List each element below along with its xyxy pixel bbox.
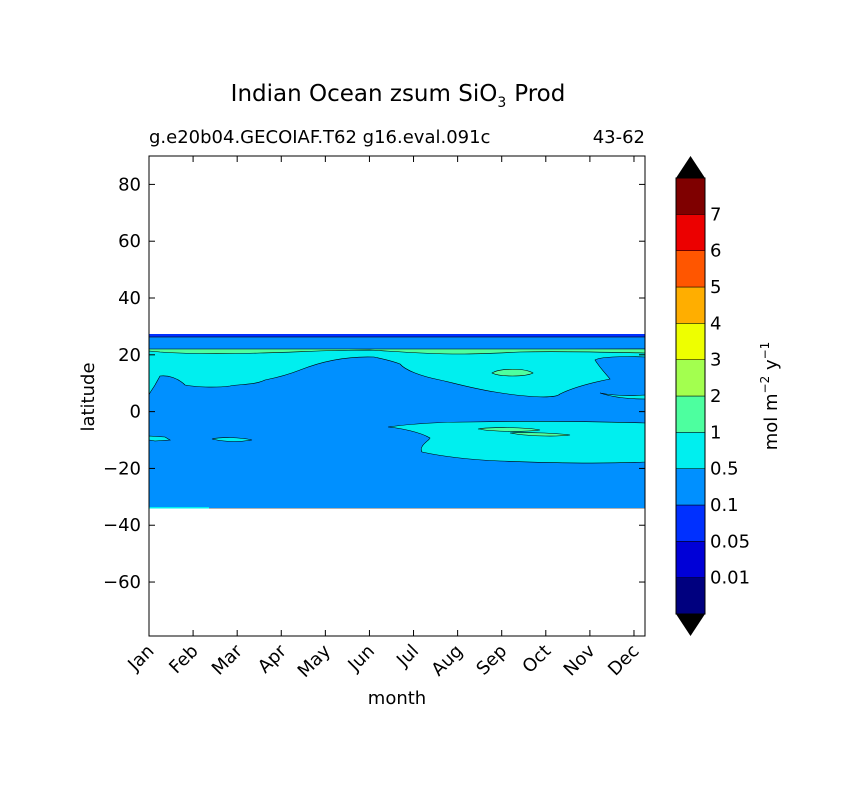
contour-edge-south	[149, 506, 645, 508]
y-tick-label: −20	[103, 458, 141, 479]
colorbar-tick-label: 5	[710, 277, 721, 298]
colorbar: 0.01 0.05 0.1 0.5 1 2 3 4 5 6 7	[675, 156, 750, 636]
contour-fills	[149, 334, 645, 509]
y-tick-label: 60	[118, 231, 141, 252]
contour-region-1-oct-south	[509, 432, 571, 437]
y-axis-label: latitude	[78, 362, 99, 431]
chart-title-tail: Prod	[514, 81, 565, 107]
colorbar-label: mol m−2 y−1	[758, 342, 782, 451]
x-tick-label: Dec	[604, 641, 643, 680]
x-tick-label: Jul	[392, 641, 423, 672]
x-tick-label: Feb	[165, 641, 202, 678]
y-tick-label: 20	[118, 345, 141, 366]
contour-region-0.5-south	[387, 421, 645, 464]
chart-subtitle-right: 43-62	[593, 127, 645, 148]
y-tick-label: −60	[103, 572, 141, 593]
colorbar-segment	[675, 286, 706, 324]
y-tick-label: −40	[103, 515, 141, 536]
chart-title-subscript: 3	[497, 95, 506, 111]
plot-frame	[148, 155, 646, 637]
colorbar-segment	[675, 250, 706, 288]
contour-region-0.5-north	[149, 348, 645, 398]
chart-title: Indian Ocean zsum SiO3 Prod	[231, 81, 566, 111]
plot-area: 80 60 40 20 0 −20 −40 −60 Jan Feb Mar Apr May Jun Jul…	[103, 155, 646, 682]
contour-region-0.5-jan	[149, 435, 171, 442]
colorbar-tick-label: 0.5	[710, 459, 739, 480]
contour-region-0.5-mar	[211, 437, 253, 442]
colorbar-label-exp1: −2	[758, 376, 772, 394]
colorbar-segment	[675, 323, 706, 360]
colorbar-tick-label: 0.1	[710, 495, 739, 516]
contour-region-1-north	[149, 348, 645, 355]
x-tick-label: Nov	[560, 640, 600, 680]
colorbar-tick-label: 0.05	[710, 531, 750, 552]
colorbar-segment	[675, 432, 706, 469]
colorbar-tick-label: 7	[710, 204, 721, 225]
x-axis-label: month	[368, 688, 426, 709]
contour-region-0.5-dec	[599, 392, 645, 400]
colorbar-tick-label: 0.01	[710, 568, 750, 589]
colorbar-segment	[675, 359, 706, 397]
chart-subtitle-left: g.e20b04.GECOIAF.T62 g16.eval.091c	[149, 127, 490, 148]
colorbar-segment	[675, 177, 706, 215]
colorbar-segment	[675, 214, 706, 251]
colorbar-segment	[675, 577, 706, 615]
x-tick-label: Oct	[518, 641, 555, 678]
y-tick-label: 0	[130, 402, 141, 423]
y-tick-label: 40	[118, 288, 141, 309]
colorbar-tick-label: 2	[710, 386, 721, 407]
contour-edge-south-faint	[149, 507, 209, 509]
colorbar-segment	[675, 504, 706, 542]
colorbar-label-mid: y	[761, 359, 782, 376]
x-tick-label: Mar	[208, 640, 247, 679]
x-tick-label: Jan	[123, 641, 158, 676]
colorbar-segment	[675, 468, 706, 506]
x-tick-label: Apr	[254, 640, 291, 677]
contour-region-1-sep-south	[477, 427, 541, 432]
colorbar-label-exp2: −1	[758, 342, 772, 360]
colorbar-tick-label: 3	[710, 350, 721, 371]
x-tick-label: Aug	[427, 641, 467, 681]
colorbar-label-main: mol m	[761, 393, 782, 450]
chart-title-main: Indian Ocean zsum SiO	[231, 81, 498, 107]
contour-region-1-sep	[491, 368, 534, 377]
colorbar-tick-label: 4	[710, 313, 721, 334]
x-tick-label: Jun	[344, 641, 379, 676]
x-tick-label: Sep	[472, 641, 511, 680]
colorbar-extend-bottom	[676, 614, 705, 636]
colorbar-frame	[675, 177, 706, 615]
colorbar-extend-top	[676, 156, 705, 178]
colorbar-segment	[675, 541, 706, 578]
x-tick-label: May	[294, 640, 335, 681]
colorbar-tick-label: 6	[710, 241, 721, 262]
colorbar-tick-label: 1	[710, 422, 721, 443]
y-tick-label: 80	[118, 174, 141, 195]
colorbar-segment	[675, 395, 706, 433]
y-axis: 80 60 40 20 0 −20 −40 −60	[103, 174, 645, 593]
